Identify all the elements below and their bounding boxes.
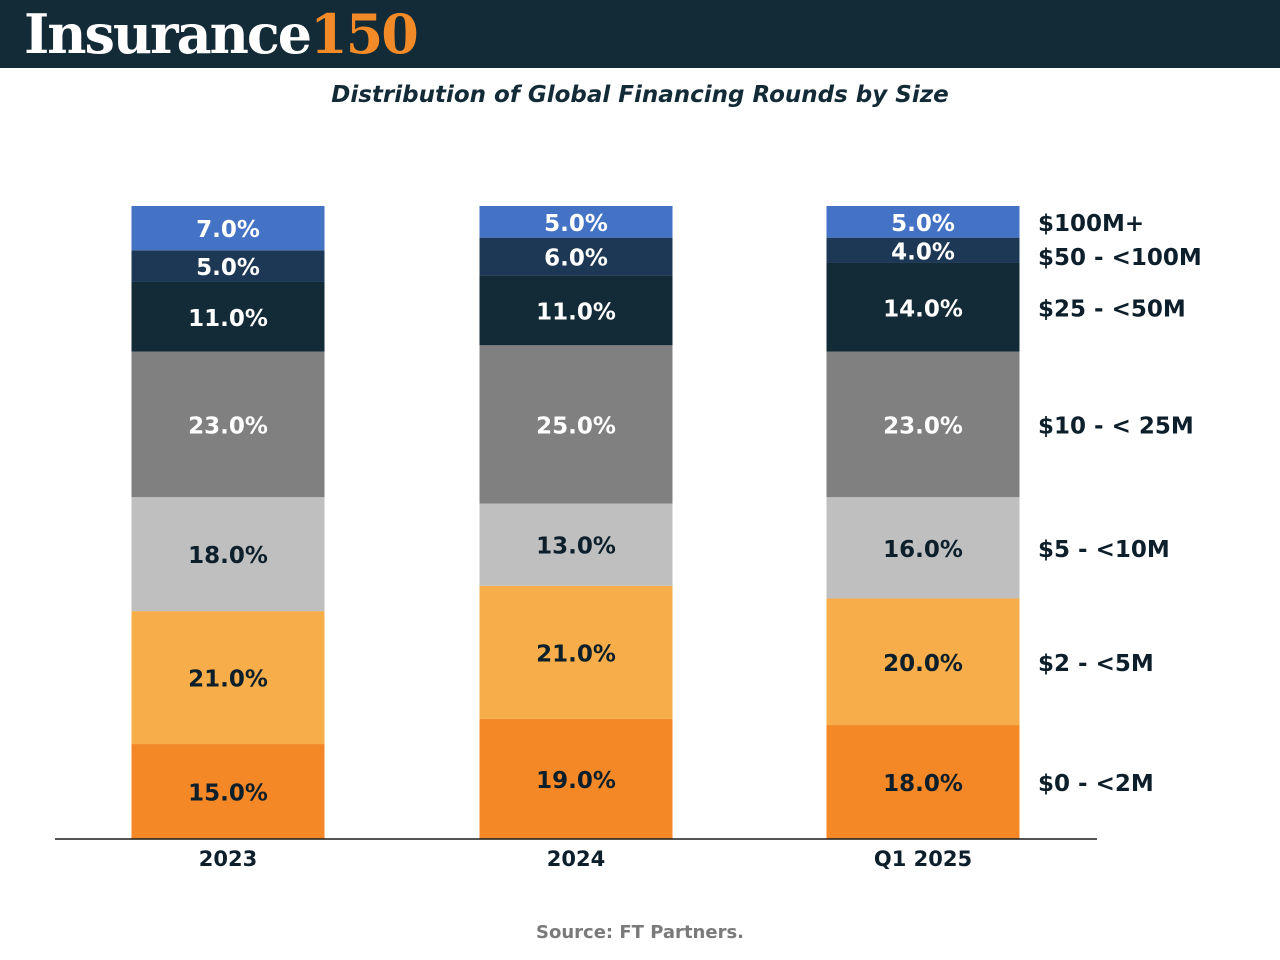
data-label: 14.0%	[883, 296, 963, 322]
header-bar: Insurance150	[0, 0, 1280, 68]
data-label: 21.0%	[536, 641, 616, 667]
data-label: 20.0%	[883, 651, 963, 677]
data-label: 13.0%	[536, 534, 616, 560]
bar-segment-2-0	[826, 725, 1020, 839]
legend-label: $2 - <5M	[1038, 651, 1154, 677]
brand-name: Insurance	[24, 2, 312, 66]
legend-label: $50 - <100M	[1038, 245, 1202, 271]
bar-segment-1-5	[479, 237, 673, 276]
bar-segment-1-2	[479, 503, 673, 586]
data-label: 18.0%	[188, 543, 268, 569]
x-tick-label: 2023	[199, 847, 257, 871]
bar-segment-0-4	[131, 281, 325, 352]
x-tick-label: Q1 2025	[874, 847, 972, 871]
data-label: 15.0%	[188, 781, 268, 807]
bar-segment-0-1	[131, 611, 325, 745]
legend-label: $0 - <2M	[1038, 771, 1154, 797]
data-label: 18.0%	[883, 771, 963, 797]
bar-segment-2-6	[826, 206, 1020, 238]
legend-label: $100M+	[1038, 211, 1144, 237]
bar-segment-2-3	[826, 351, 1020, 498]
bar-segment-2-2	[826, 497, 1020, 599]
data-label: 19.0%	[536, 768, 616, 794]
brand-number: 150	[310, 2, 419, 66]
x-tick-label: 2024	[547, 847, 605, 871]
bar-segment-2-5	[826, 237, 1020, 263]
bar-segment-1-1	[479, 585, 673, 719]
bar-segment-0-2	[131, 497, 325, 612]
bar-segment-2-1	[826, 598, 1020, 726]
data-label: 5.0%	[544, 211, 608, 237]
data-label: 6.0%	[544, 246, 608, 272]
legend-label: $10 - < 25M	[1038, 413, 1194, 439]
bar-segment-1-0	[479, 718, 673, 839]
bar-segment-0-5	[131, 250, 325, 282]
data-label: 23.0%	[188, 413, 268, 439]
bar-segment-2-4	[826, 262, 1020, 352]
legend-label: $5 - <10M	[1038, 537, 1170, 563]
data-label: 25.0%	[536, 413, 616, 439]
data-label: 5.0%	[196, 255, 260, 281]
data-label: 11.0%	[536, 299, 616, 325]
bar-segment-0-6	[131, 206, 325, 251]
brand-logo: Insurance150	[24, 2, 419, 66]
legend-label: $25 - <50M	[1038, 296, 1186, 322]
data-label: 23.0%	[883, 413, 963, 439]
bar-segment-1-3	[479, 345, 673, 504]
data-label: 5.0%	[891, 211, 955, 237]
bar-segment-1-6	[479, 206, 673, 238]
source-note: Source: FT Partners.	[536, 922, 744, 943]
bar-segment-1-4	[479, 275, 673, 346]
bar-segment-0-0	[131, 744, 325, 839]
data-label: 4.0%	[891, 239, 955, 265]
data-label: 7.0%	[196, 217, 260, 243]
data-label: 11.0%	[188, 306, 268, 332]
data-label: 21.0%	[188, 667, 268, 693]
bar-segment-0-3	[131, 351, 325, 498]
data-label: 16.0%	[883, 537, 963, 563]
chart-title: Distribution of Global Financing Rounds …	[331, 82, 949, 108]
